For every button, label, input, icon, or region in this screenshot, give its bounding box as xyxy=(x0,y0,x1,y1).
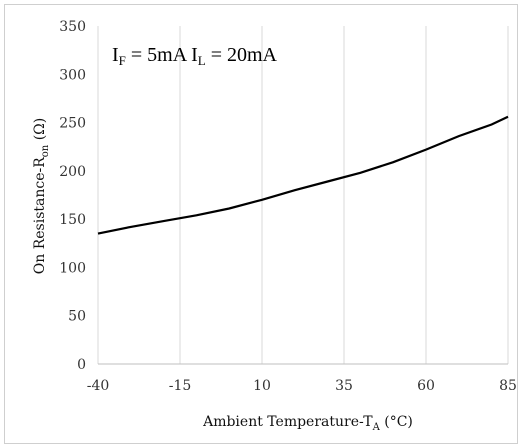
x-tick-labels: -40 -15 10 35 60 85 xyxy=(87,378,517,394)
y-tick-label: 200 xyxy=(59,164,86,180)
x-tick-label: 85 xyxy=(499,378,517,394)
y-tick-label: 50 xyxy=(68,309,86,325)
gridlines xyxy=(97,26,509,364)
x-tick-label: 10 xyxy=(253,378,271,394)
x-tick-label: -40 xyxy=(87,378,110,394)
y-tick-label: 150 xyxy=(59,212,86,228)
y-tick-label: 300 xyxy=(59,67,86,83)
y-tick-label: 0 xyxy=(77,357,86,373)
y-tick-label: 350 xyxy=(59,19,86,35)
y-tick-labels: 0 50 100 150 200 250 300 350 xyxy=(59,19,86,373)
y-tick-label: 250 xyxy=(59,116,86,132)
y-axis-label: On Resistance-Ron (Ω) xyxy=(32,118,51,274)
x-tick-label: -15 xyxy=(169,378,192,394)
chart-frame xyxy=(4,4,518,444)
conditions-annotation: IF = 5mA IL = 20mA xyxy=(112,44,278,68)
y-tick-label: 100 xyxy=(59,260,86,276)
x-axis-label: Ambient Temperature-TA (°C) xyxy=(202,414,413,433)
x-tick-label: 60 xyxy=(417,378,435,394)
series-line xyxy=(97,115,509,235)
x-tick-label: 35 xyxy=(335,378,353,394)
